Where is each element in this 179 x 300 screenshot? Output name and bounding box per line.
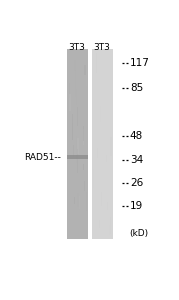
Bar <box>74 60 76 71</box>
Text: 3T3: 3T3 <box>69 44 86 52</box>
Text: 26: 26 <box>130 178 143 188</box>
Text: (kD): (kD) <box>129 229 148 238</box>
Bar <box>67 155 88 159</box>
Text: 48: 48 <box>130 131 143 142</box>
Text: 85: 85 <box>130 83 143 93</box>
Bar <box>83 129 84 145</box>
Bar <box>79 196 80 209</box>
Bar <box>96 53 97 73</box>
Bar <box>83 164 84 170</box>
Bar <box>86 192 87 212</box>
Bar <box>110 217 111 234</box>
Bar <box>84 65 86 75</box>
Text: 3T3: 3T3 <box>94 44 111 52</box>
Bar <box>76 89 77 105</box>
Bar <box>77 74 78 95</box>
Bar <box>78 193 79 207</box>
Bar <box>67 49 88 239</box>
Text: 19: 19 <box>130 201 143 211</box>
Bar <box>110 137 112 156</box>
Bar <box>74 197 76 204</box>
Bar <box>97 148 98 158</box>
Bar <box>106 155 107 162</box>
Bar <box>73 145 74 157</box>
Text: 34: 34 <box>130 154 143 165</box>
Bar <box>77 106 78 126</box>
Bar <box>69 94 71 111</box>
Bar <box>77 149 78 173</box>
Bar <box>77 138 79 154</box>
Bar <box>75 70 76 97</box>
Text: RAD51--: RAD51-- <box>24 153 61 162</box>
Bar <box>84 181 85 191</box>
Text: 117: 117 <box>130 58 150 68</box>
Bar <box>72 114 73 140</box>
Bar <box>69 83 70 98</box>
Bar <box>83 127 84 141</box>
Bar <box>107 202 108 210</box>
Bar <box>100 106 101 122</box>
Bar <box>86 70 87 86</box>
Bar <box>109 225 110 235</box>
Bar <box>76 136 77 164</box>
Bar <box>93 169 94 188</box>
Bar <box>92 49 113 239</box>
Bar <box>72 123 73 140</box>
